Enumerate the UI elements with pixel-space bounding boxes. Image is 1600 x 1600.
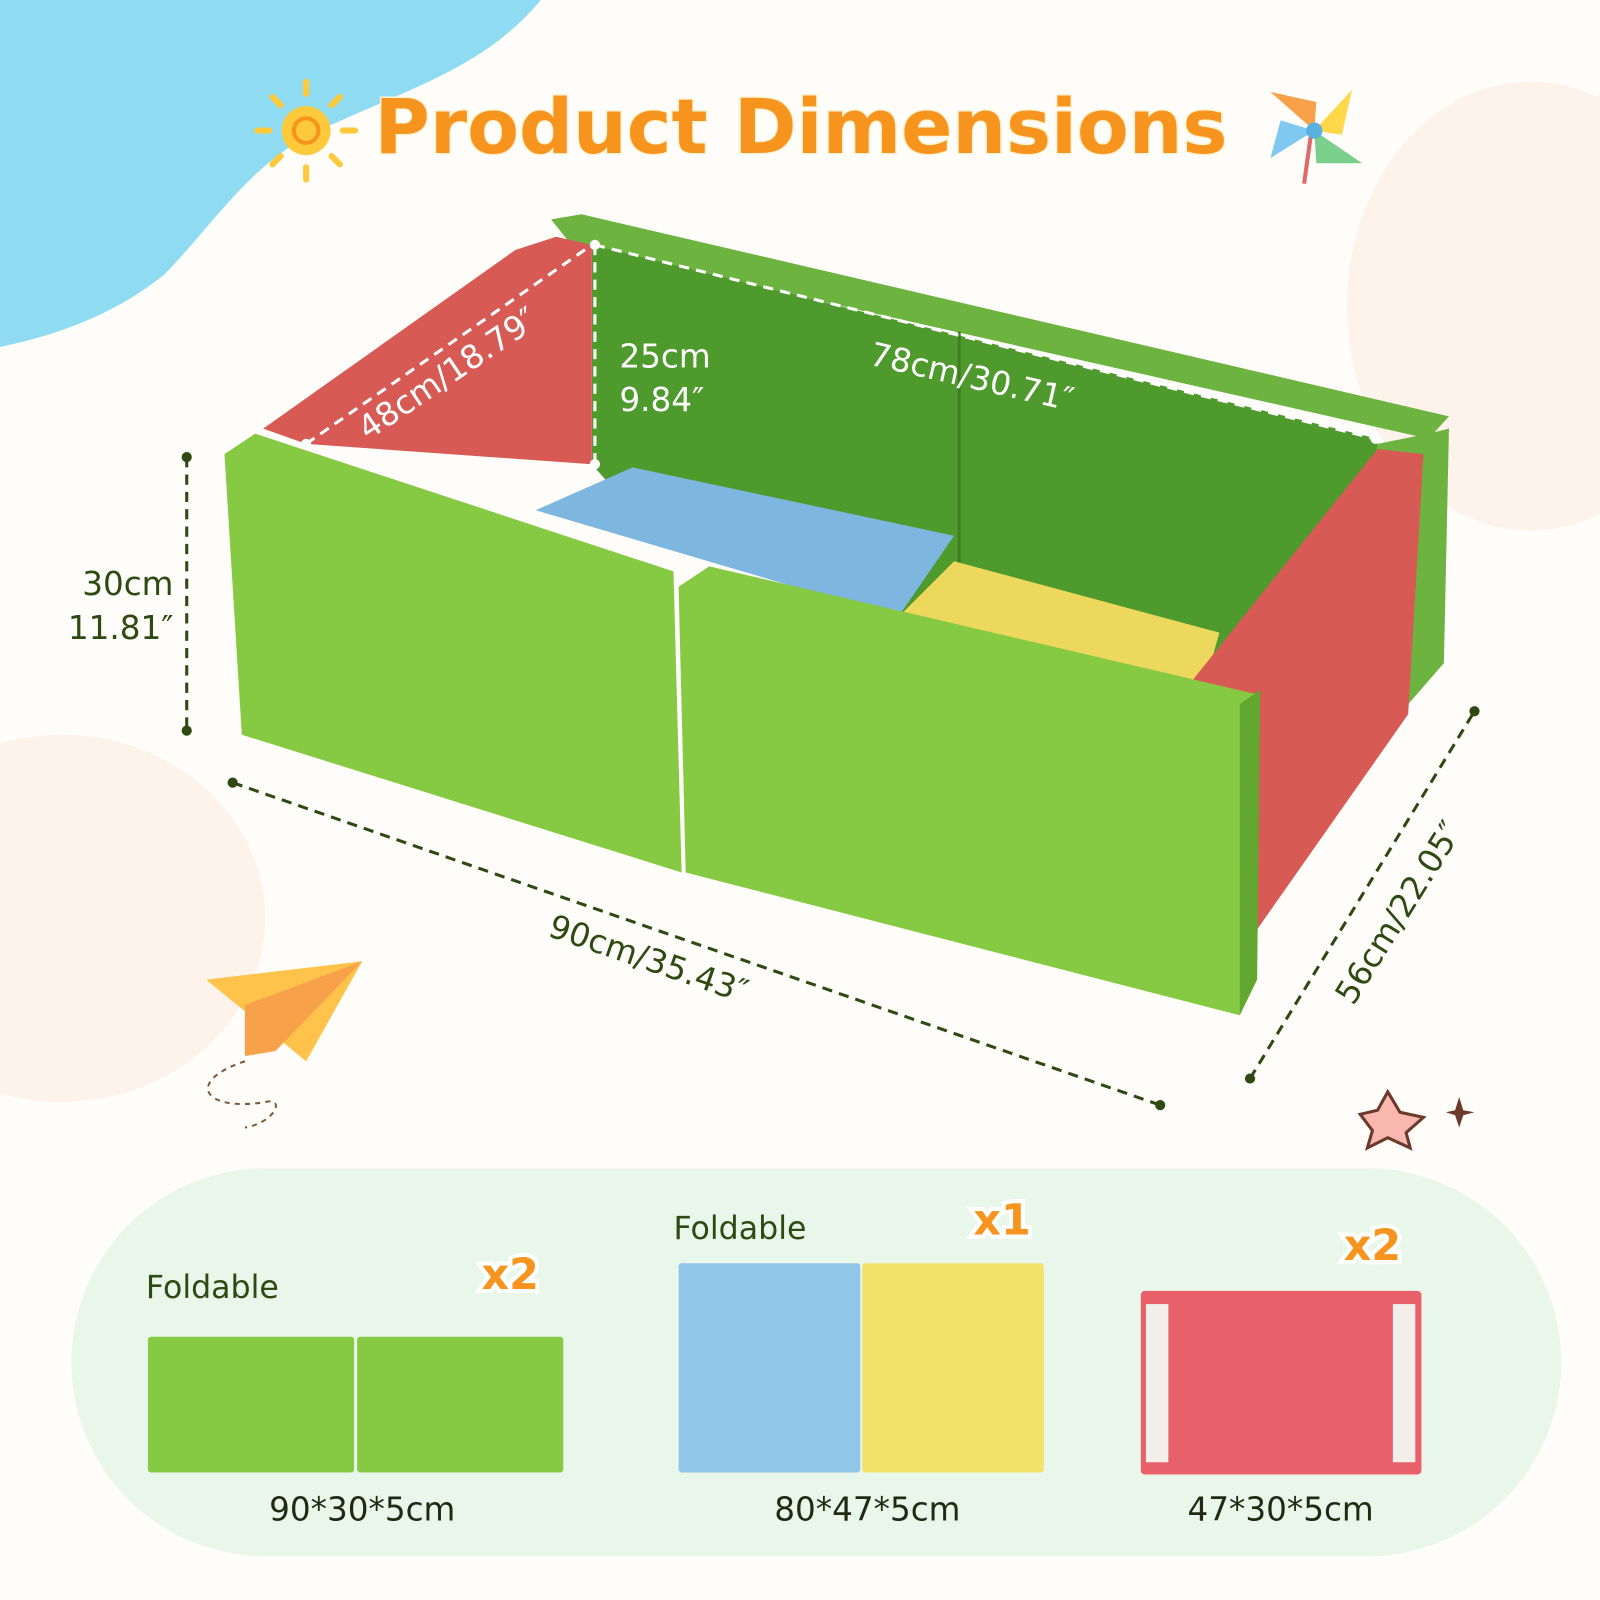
outer-dimension-lines [181,452,1480,1111]
inner-dimension-lines [301,239,1381,470]
inner-height-in: 9.84″ [619,381,704,419]
star-icon [1357,1088,1475,1151]
part-label: Foldable [673,1211,806,1247]
part-floor-mat [678,1263,1044,1473]
title: Product Dimensions [375,83,1228,171]
part-size: 90*30*5cm [269,1490,455,1528]
height-in: 11.81″ [68,609,174,647]
bg-blob [0,734,266,1102]
part-size: 80*47*5cm [774,1490,960,1528]
part-green [147,1336,564,1473]
part-quantity: x2 [481,1250,538,1300]
pinwheel-icon [1270,89,1363,184]
part-label: Foldable [146,1270,279,1306]
sky-blob [0,0,541,347]
sun-icon [254,78,359,183]
inner-height-cm: 25cm [619,337,710,375]
part-quantity: x2 [1344,1221,1401,1271]
part-red [1140,1290,1422,1475]
height-cm: 30cm [82,565,173,603]
part-quantity: x1 [973,1196,1030,1246]
paper-plane-icon [206,961,363,1129]
part-size: 47*30*5cm [1188,1490,1374,1528]
playpen [224,214,1449,1016]
